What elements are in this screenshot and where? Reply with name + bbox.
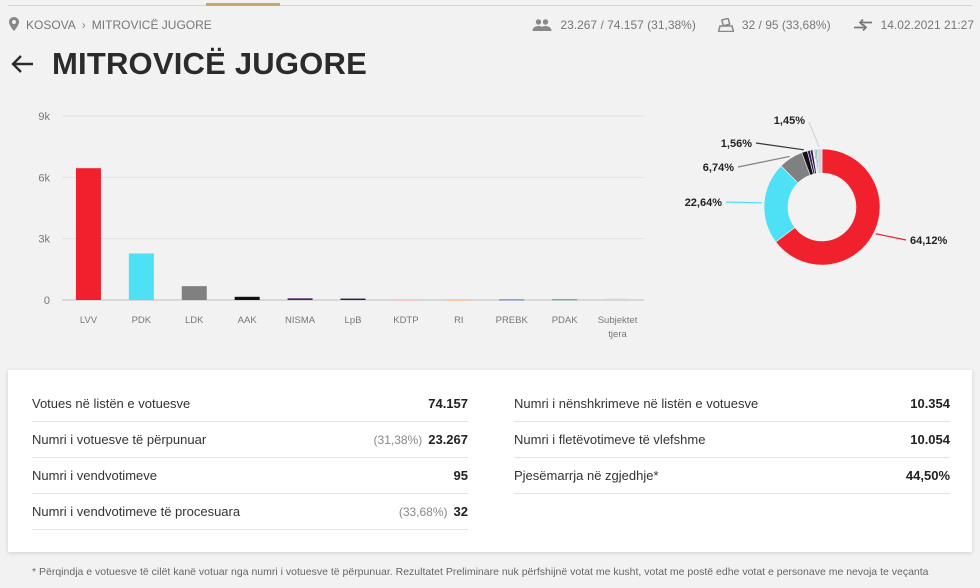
active-tab-indicator (206, 3, 280, 6)
people-icon (532, 19, 552, 31)
x-tick-label: tjera (608, 329, 627, 340)
summary-label: Pjesëmarrja në zgjedhje* (514, 468, 659, 483)
donut-slice[interactable] (816, 148, 823, 174)
donut-slice-label: 1,56% (721, 138, 752, 150)
top-divider (8, 5, 972, 6)
donut-slice-label: 22,64% (685, 197, 723, 209)
summary-row: Numri i votuesve të përpunuar (31,38%) 2… (32, 422, 468, 458)
summary-value: 23.267 (428, 432, 468, 447)
donut-slice-label: 1,45% (774, 115, 805, 127)
x-tick-label: LDK (185, 315, 204, 326)
summary-label: Numri i nënshkrimeve në listën e votuesv… (514, 396, 759, 411)
donut-leader-line (725, 201, 763, 204)
summary-row: Numri i vendvotimeve 95 (32, 458, 468, 494)
summary-label: Numri i votuesve të përpunuar (32, 432, 207, 447)
breadcrumb: KOSOVA › MITROVICË JUGORE (8, 16, 212, 34)
donut-slice[interactable] (775, 148, 881, 266)
x-tick-label: PDK (132, 315, 152, 326)
bar-subjektet-tjera[interactable] (605, 298, 631, 300)
summary-value: 32 (453, 504, 468, 519)
votes-bar-chart: 0 3k 6k 9k LVV PDK LDK AAK NISMA LpB KDTP RI PREBK PD… (38, 111, 644, 340)
bar-pdk[interactable] (128, 253, 154, 300)
summary-value: 95 (453, 468, 468, 483)
bar-ri[interactable] (446, 299, 472, 301)
summary-row: Pjesëmarrja në zgjedhje* 44,50% (514, 458, 950, 494)
page-title: MITROVICË JUGORE (52, 46, 367, 81)
summary-row: Numri i nënshkrimeve në listën e votuesv… (514, 386, 950, 422)
summary-value: 74.157 (428, 396, 468, 411)
polling-stations-stat-text: 32 / 95 (33,68%) (741, 18, 831, 32)
vote-share-donut-chart: 64,12% 22,64% 6,74% 1,56% 1,45% (685, 115, 948, 266)
header-bar: KOSOVA › MITROVICË JUGORE 23.267 / 74.15… (8, 14, 974, 36)
voters-stat-text: 23.267 / 74.157 (31,38%) (560, 18, 696, 32)
summary-label: Numri i fletëvotimeve të vlefshme (514, 432, 706, 447)
donut-slice-label: 6,74% (703, 162, 734, 174)
breadcrumb-current: MITROVICË JUGORE (91, 18, 212, 32)
x-tick-label: RI (454, 315, 464, 326)
sync-arrows-icon (853, 19, 873, 31)
ballot-box-icon (717, 18, 734, 32)
summary-label: Numri i vendvotimeve të procesuara (32, 504, 241, 519)
footnote: * Përqindja e votuesve të cilët kanë vot… (32, 566, 929, 578)
voters-stat: 23.267 / 74.157 (31,38%) (532, 18, 696, 32)
x-tick-label: NISMA (285, 315, 316, 326)
summary-label: Numri i vendvotimeve (32, 468, 157, 483)
back-arrow-icon[interactable] (8, 50, 36, 78)
bar-lvv[interactable] (75, 168, 101, 300)
bar-nisma[interactable] (287, 298, 313, 300)
title-row: MITROVICË JUGORE (8, 44, 367, 84)
location-pin-icon (8, 16, 20, 34)
donut-leader-line (755, 142, 804, 151)
bar-kdtp[interactable] (393, 299, 419, 301)
last-update-text: 14.02.2021 21:27 (880, 18, 974, 32)
chevron-right-icon: › (81, 18, 86, 32)
breadcrumb-root[interactable]: KOSOVA (26, 18, 76, 32)
summary-value: 44,50% (905, 468, 950, 483)
bar-ldk[interactable] (181, 286, 207, 300)
y-tick-label: 6k (38, 172, 50, 184)
x-tick-label: PREBK (496, 315, 529, 326)
polling-stations-stat: 32 / 95 (33,68%) (717, 18, 831, 32)
last-update-stat: 14.02.2021 21:27 (853, 18, 974, 32)
bar-aak[interactable] (234, 296, 260, 300)
summary-value: 10.054 (910, 432, 950, 447)
y-tick-label: 3k (38, 234, 50, 246)
summary-percentage: (33,68%) (398, 504, 448, 519)
x-tick-label: KDTP (393, 315, 418, 326)
y-tick-label: 0 (44, 295, 50, 307)
donut-leader-line (737, 155, 790, 168)
bar-lpb[interactable] (340, 298, 366, 300)
donut-leader-line (875, 233, 907, 241)
x-tick-label: AAK (238, 315, 258, 326)
x-tick-label: PDAK (552, 315, 579, 326)
summary-percentage: (31,38%) (373, 432, 423, 447)
summary-row: Numri i vendvotimeve të procesuara (33,6… (32, 494, 468, 530)
header-stats: 23.267 / 74.157 (31,38%) 32 / 95 (33,68%… (532, 18, 974, 32)
summary-panel: Votues në listën e votuesve 74.157 Numri… (8, 370, 972, 552)
x-tick-label: Subjektet (598, 315, 638, 326)
summary-row: Votues në listën e votuesve 74.157 (32, 386, 468, 422)
x-tick-label: LpB (345, 315, 362, 326)
donut-slice-label: 64,12% (910, 235, 948, 247)
bar-prebk[interactable] (499, 299, 525, 301)
summary-value: 10.354 (910, 396, 950, 411)
x-tick-label: LVV (80, 315, 98, 326)
donut-leader-line (808, 121, 820, 148)
summary-label: Votues në listën e votuesve (32, 396, 191, 411)
y-tick-label: 9k (38, 111, 50, 123)
summary-right-column: Numri i nënshkrimeve në listën e votuesv… (514, 386, 950, 494)
bar-pdak[interactable] (552, 299, 578, 301)
summary-left-column: Votues në listën e votuesve 74.157 Numri… (32, 386, 468, 530)
summary-row: Numri i fletëvotimeve të vlefshme 10.054 (514, 422, 950, 458)
